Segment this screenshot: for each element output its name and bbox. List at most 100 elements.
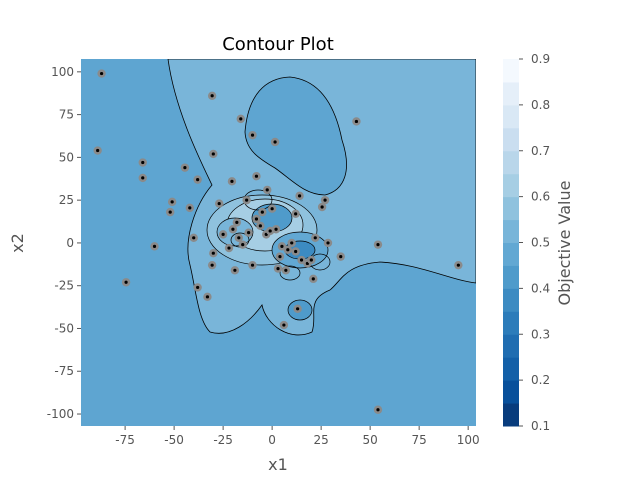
- x-tick-label: 75: [412, 433, 427, 447]
- data-point-center: [196, 178, 200, 182]
- scatter-points: [93, 69, 463, 414]
- x-tick-label: 100: [457, 433, 480, 447]
- data-point-center: [233, 268, 237, 272]
- data-point-center: [354, 119, 359, 124]
- data-point-center: [294, 249, 298, 254]
- colorbar-tick-label: 0.8: [531, 98, 550, 112]
- y-tick-label: -75: [54, 364, 74, 378]
- data-point-center: [231, 227, 235, 231]
- data-point-center: [254, 217, 259, 221]
- data-point-center: [210, 94, 214, 98]
- colorbar-level: [503, 59, 519, 83]
- data-point-center: [196, 285, 200, 290]
- colorbar-level: [503, 127, 519, 152]
- contour-band-dark-blob: [244, 76, 347, 196]
- x-tick-label: -50: [164, 433, 184, 447]
- colorbar-level: [503, 104, 519, 129]
- data-point-center: [280, 244, 284, 248]
- plot-area: [81, 59, 476, 426]
- data-point-center: [326, 241, 330, 245]
- data-point-center: [237, 236, 241, 240]
- data-point-center: [284, 268, 288, 272]
- colorbar-tick-label: 0.1: [531, 419, 550, 433]
- colorbar-axis: 0.1 0.2 0.3 0.4 0.5 0.6 0.7 0.8 0.9: [519, 52, 550, 433]
- x-tick-label: 25: [313, 433, 328, 447]
- data-point-center: [217, 201, 221, 206]
- data-point-center: [309, 258, 313, 262]
- data-point-center: [376, 408, 380, 412]
- y-tick-label: 75: [59, 108, 74, 122]
- y-tick-label: -100: [47, 407, 74, 421]
- colorbar-tick-label: 0.7: [531, 144, 550, 158]
- data-point-center: [250, 263, 255, 267]
- data-point-center: [168, 210, 172, 214]
- x-axis-label: x1: [268, 455, 288, 474]
- data-point-center: [294, 212, 298, 216]
- colorbar-level: [503, 311, 519, 335]
- colorbar-tick-label: 0.2: [531, 373, 550, 387]
- data-point-center: [99, 71, 104, 76]
- data-point-center: [376, 243, 380, 247]
- colorbar-level: [503, 196, 519, 221]
- y-tick-label: -25: [54, 279, 74, 293]
- data-point-center: [183, 166, 187, 170]
- x-tick-label: 50: [363, 433, 378, 447]
- data-point-center: [241, 243, 245, 247]
- colorbar-level: [503, 265, 519, 289]
- data-point-center: [278, 255, 282, 259]
- data-point-center: [273, 140, 277, 144]
- data-point-center: [258, 224, 262, 228]
- data-point-center: [192, 236, 196, 240]
- y-tick-label: 50: [59, 150, 74, 164]
- colorbar-level: [503, 403, 519, 427]
- data-point-center: [268, 229, 272, 233]
- data-point-center: [339, 255, 343, 259]
- colorbar-level: [503, 357, 519, 381]
- data-point-center: [456, 263, 460, 267]
- colorbar-tick-label: 0.4: [531, 281, 550, 295]
- data-point-center: [170, 200, 174, 204]
- data-point-center: [211, 251, 215, 255]
- colorbar-level: [503, 288, 519, 312]
- x-tick-label: -25: [213, 433, 233, 447]
- data-point-center: [96, 148, 100, 153]
- data-point-center: [290, 241, 294, 245]
- data-point-center: [260, 210, 264, 214]
- data-point-center: [235, 220, 239, 224]
- data-point-center: [239, 117, 243, 121]
- data-point-center: [152, 244, 157, 248]
- data-point-center: [188, 206, 192, 210]
- colorbar-level: [503, 150, 519, 175]
- data-point-center: [211, 152, 215, 156]
- y-tick-label: 100: [51, 65, 74, 79]
- data-point-center: [265, 188, 269, 192]
- colorbar-tick-label: 0.5: [531, 236, 550, 250]
- colorbar-level: [503, 380, 519, 404]
- data-point-center: [210, 263, 214, 267]
- data-point-center: [299, 258, 304, 262]
- x-axis: -75 -50 -25 0 25 50 75 100: [115, 426, 480, 447]
- colorbar-level: [503, 173, 519, 198]
- data-point-center: [274, 227, 278, 231]
- y-axis-label: x2: [8, 233, 27, 253]
- y-tick-label: -50: [54, 321, 74, 335]
- data-point-center: [282, 323, 286, 327]
- colorbar-level: [503, 242, 519, 266]
- data-point-center: [247, 231, 251, 235]
- data-point-center: [323, 198, 327, 202]
- data-point-center: [296, 307, 300, 311]
- x-tick-label: -75: [115, 433, 135, 447]
- colorbar-label: Objective Value: [555, 181, 574, 306]
- data-point-center: [320, 205, 324, 209]
- data-point-center: [245, 198, 249, 202]
- colorbar-tick-label: 0.9: [531, 52, 550, 66]
- data-point-center: [230, 179, 234, 183]
- data-point-center: [205, 295, 210, 299]
- data-point-center: [311, 277, 315, 281]
- colorbar-level: [503, 81, 519, 106]
- colorbar-level: [503, 334, 519, 358]
- colorbar: [503, 59, 519, 427]
- x-tick-label: 0: [268, 433, 276, 447]
- data-point-center: [276, 266, 280, 271]
